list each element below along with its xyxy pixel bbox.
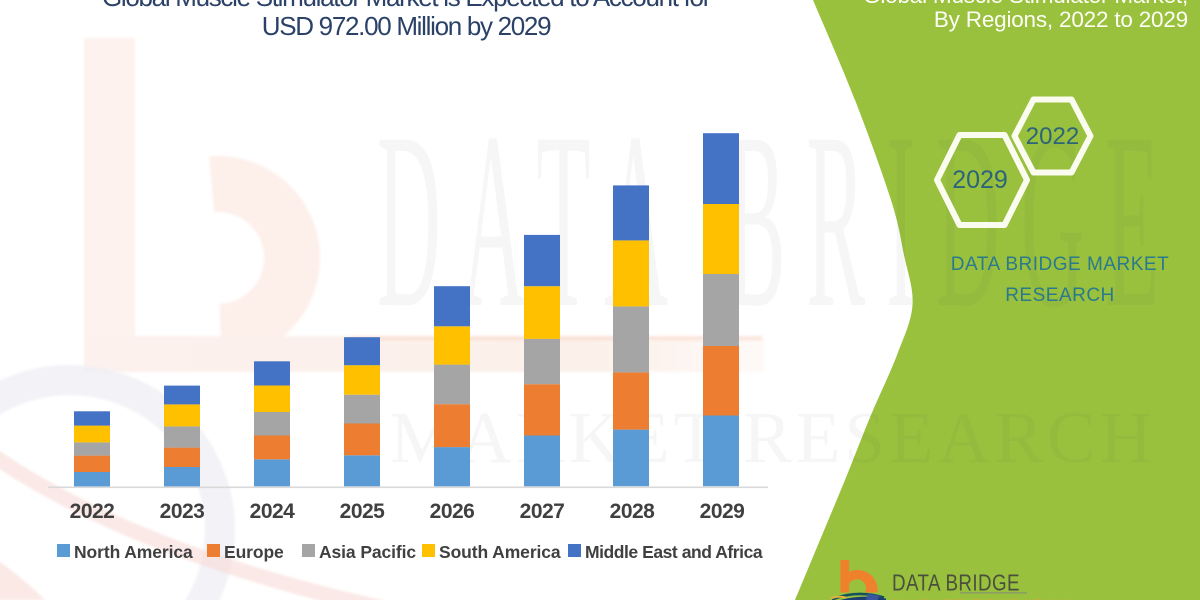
- svg-text:DATA BRIDGE: DATA BRIDGE: [377, 79, 1180, 359]
- svg-text:MARKET RESEARCH: MARKET RESEARCH: [390, 397, 1156, 478]
- svg-text:MARKET RESEARCH: MARKET RESEARCH: [893, 596, 1070, 600]
- svg-text:DATA BRIDGE: DATA BRIDGE: [892, 570, 1020, 597]
- svg-text:2029: 2029: [952, 166, 1008, 194]
- svg-text:2022: 2022: [1026, 123, 1079, 150]
